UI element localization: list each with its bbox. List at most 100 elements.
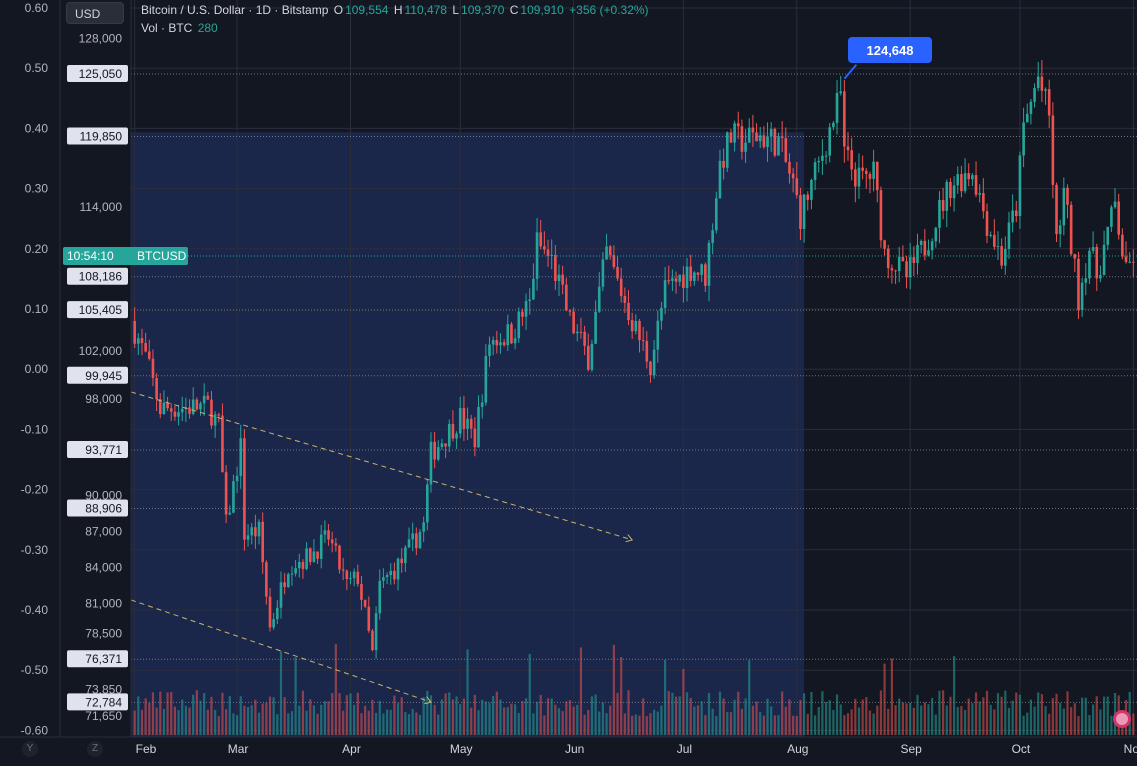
- candle-body: [857, 167, 861, 187]
- volume-bar: [378, 700, 381, 735]
- candle-body: [806, 194, 810, 200]
- volume-bar: [824, 702, 828, 735]
- peak-callout-pointer: [843, 64, 858, 80]
- candle-body: [276, 607, 279, 620]
- volume-bar: [448, 692, 451, 735]
- volume-bar: [418, 715, 422, 735]
- candle-body: [883, 240, 886, 249]
- volume-bar: [1132, 713, 1135, 735]
- candle-body: [1033, 88, 1036, 102]
- left-axis-tick-label: -0.50: [21, 663, 49, 677]
- volume-bar: [1037, 692, 1040, 735]
- candle-body: [440, 443, 444, 448]
- candle-body: [158, 399, 162, 414]
- volume-bar: [349, 693, 352, 735]
- volume-bar: [433, 704, 436, 735]
- candle-body: [579, 331, 583, 333]
- candle-body: [415, 533, 418, 549]
- volume-bar: [996, 693, 1000, 735]
- candle-body: [897, 256, 901, 272]
- candle-body: [1022, 122, 1025, 156]
- volume-bar: [345, 695, 348, 735]
- candle-body: [1007, 222, 1011, 250]
- candle-body: [700, 264, 703, 275]
- log-scale-button[interactable]: Y: [22, 741, 38, 757]
- left-axis-tick-label: 0.60: [25, 1, 49, 15]
- volume-bar: [810, 691, 813, 735]
- left-axis-tick-label: -0.20: [21, 483, 49, 497]
- volume-bar: [276, 714, 279, 735]
- candle-body: [949, 181, 952, 199]
- volume-bar: [1062, 708, 1065, 735]
- candle-body: [864, 170, 868, 174]
- volume-bar: [879, 690, 883, 735]
- volume-bar: [184, 705, 187, 735]
- currency-selector[interactable]: USD: [66, 2, 124, 24]
- candle-body: [177, 412, 180, 417]
- candle-body: [1051, 115, 1055, 185]
- volume-bar: [316, 713, 319, 735]
- volume-bar: [1110, 715, 1113, 735]
- price-axis-tick-label: 128,000: [79, 31, 123, 45]
- volume-bar: [492, 696, 495, 735]
- volume-bar: [1081, 697, 1084, 735]
- candle-body: [590, 343, 594, 370]
- candle-body: [623, 296, 627, 303]
- candle-body: [407, 539, 411, 548]
- volume-bar: [320, 704, 323, 735]
- volume-legend[interactable]: Vol · BTC 280: [141, 21, 220, 35]
- candle-body: [630, 320, 634, 332]
- candle-body: [685, 266, 689, 289]
- current-price-tag: [63, 246, 188, 265]
- volume-bar: [748, 660, 751, 735]
- time-axis-tick-label: Jul: [677, 742, 692, 756]
- volume-bar: [554, 704, 557, 735]
- candle-body: [206, 395, 210, 400]
- candle-body: [1004, 249, 1007, 266]
- volume-bar: [971, 703, 974, 735]
- candle-body: [751, 127, 755, 133]
- volume-bar: [243, 705, 246, 735]
- candle-body: [667, 280, 671, 282]
- volume-bar: [272, 697, 275, 735]
- candle-body: [191, 399, 195, 414]
- candle-body: [671, 278, 674, 281]
- volume-bar: [334, 644, 337, 735]
- candle-body: [901, 256, 905, 262]
- candle-body: [916, 244, 919, 263]
- candle-body: [656, 320, 660, 350]
- price-level-box: [67, 301, 128, 319]
- volume-bar: [1029, 699, 1033, 735]
- volume-bar: [627, 690, 630, 735]
- volume-bar: [323, 701, 326, 735]
- candle-body: [1117, 201, 1121, 235]
- candle-body: [1058, 225, 1062, 235]
- volume-bar: [246, 707, 250, 735]
- volume-bar: [188, 707, 191, 735]
- candle-body: [199, 403, 202, 410]
- candle-body: [1124, 256, 1128, 262]
- volume-bar: [473, 694, 476, 735]
- candle-body: [169, 408, 173, 412]
- candle-body: [436, 447, 440, 460]
- candle-body: [638, 320, 641, 341]
- candle-body: [850, 150, 853, 170]
- candle-body: [612, 255, 616, 268]
- open-value: 109,554: [345, 3, 389, 17]
- candle-body: [466, 418, 469, 429]
- currency-label: USD: [75, 7, 101, 21]
- volume-bar: [459, 704, 462, 735]
- zoom-button[interactable]: Z: [87, 741, 103, 757]
- volume-bar: [265, 702, 268, 735]
- candle-body: [513, 338, 517, 344]
- volume-bar: [528, 654, 531, 735]
- volume-bar: [671, 692, 674, 735]
- candle-body: [1047, 89, 1051, 116]
- volume-bar: [514, 704, 517, 735]
- price-level-box-label: 99,945: [85, 369, 122, 383]
- candle-body: [843, 91, 846, 147]
- candle-body: [586, 345, 590, 370]
